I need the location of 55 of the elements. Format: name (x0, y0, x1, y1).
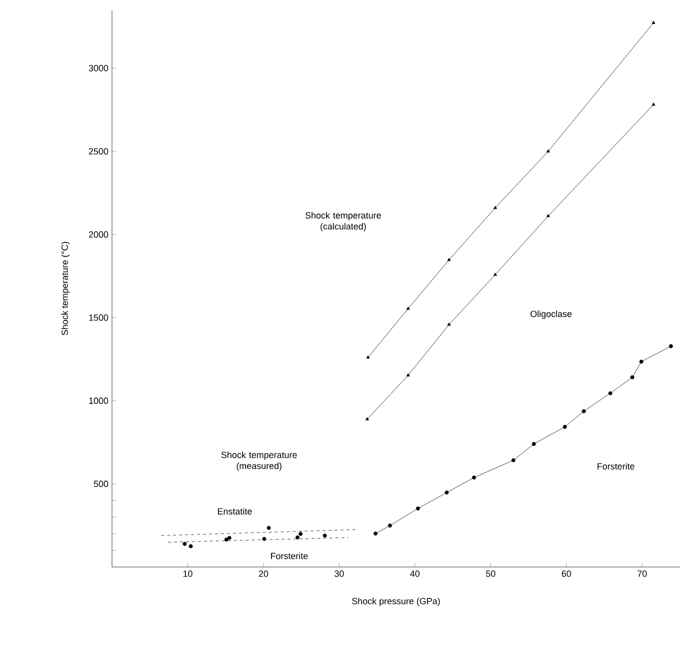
point (639, 360, 644, 364)
point (406, 373, 410, 376)
y-axis-title: Shock temperature (°C) (61, 242, 70, 336)
y-tick-label: 2000 (88, 231, 108, 238)
point (322, 534, 327, 538)
point (532, 442, 536, 446)
point (630, 375, 634, 380)
x-tick-label: 50 (486, 570, 496, 577)
y-tick-label: 1500 (89, 314, 108, 321)
annotation: Forsterite (598, 462, 634, 470)
point (447, 322, 451, 326)
y-tick-label: 2500 (88, 148, 108, 154)
point (416, 506, 420, 510)
point (262, 536, 266, 541)
point (298, 532, 303, 536)
point (182, 542, 187, 546)
point (444, 490, 449, 494)
annotation: Oligoclase (530, 310, 572, 319)
y-tick-label: 1000 (89, 398, 108, 404)
point (366, 356, 370, 359)
x-tick-label: 70 (638, 570, 647, 577)
point (406, 306, 410, 310)
point (652, 20, 656, 24)
point (652, 102, 656, 106)
point (582, 409, 586, 414)
annotation: Forsterite (271, 552, 308, 560)
x-tick-label: 40 (410, 570, 420, 577)
point (546, 149, 550, 152)
point (493, 272, 497, 276)
point (608, 391, 612, 396)
point (447, 258, 451, 261)
point (374, 532, 378, 536)
annotation: Shock temperature (calculated) (305, 212, 381, 232)
point (266, 526, 271, 530)
x-tick-label: 60 (562, 570, 572, 577)
point (227, 536, 232, 540)
y-tick-label: 3000 (88, 65, 108, 72)
point (546, 214, 550, 218)
point (224, 538, 228, 542)
point (668, 344, 673, 348)
annotation: Enstatite (218, 508, 252, 515)
point (493, 206, 497, 209)
point (365, 417, 369, 420)
x-axis-title: Shock pressure (GPa) (352, 598, 440, 606)
x-tick-label: 10 (183, 570, 192, 577)
point (388, 524, 392, 528)
point (296, 535, 300, 540)
point (472, 476, 476, 480)
point (562, 424, 567, 429)
y-tick-label: 500 (94, 480, 108, 488)
point (511, 458, 516, 462)
point (188, 544, 193, 548)
x-tick-label: 20 (258, 570, 268, 577)
x-tick-label: 30 (334, 570, 344, 577)
annotation: Shock temperature (measured) (221, 452, 297, 471)
